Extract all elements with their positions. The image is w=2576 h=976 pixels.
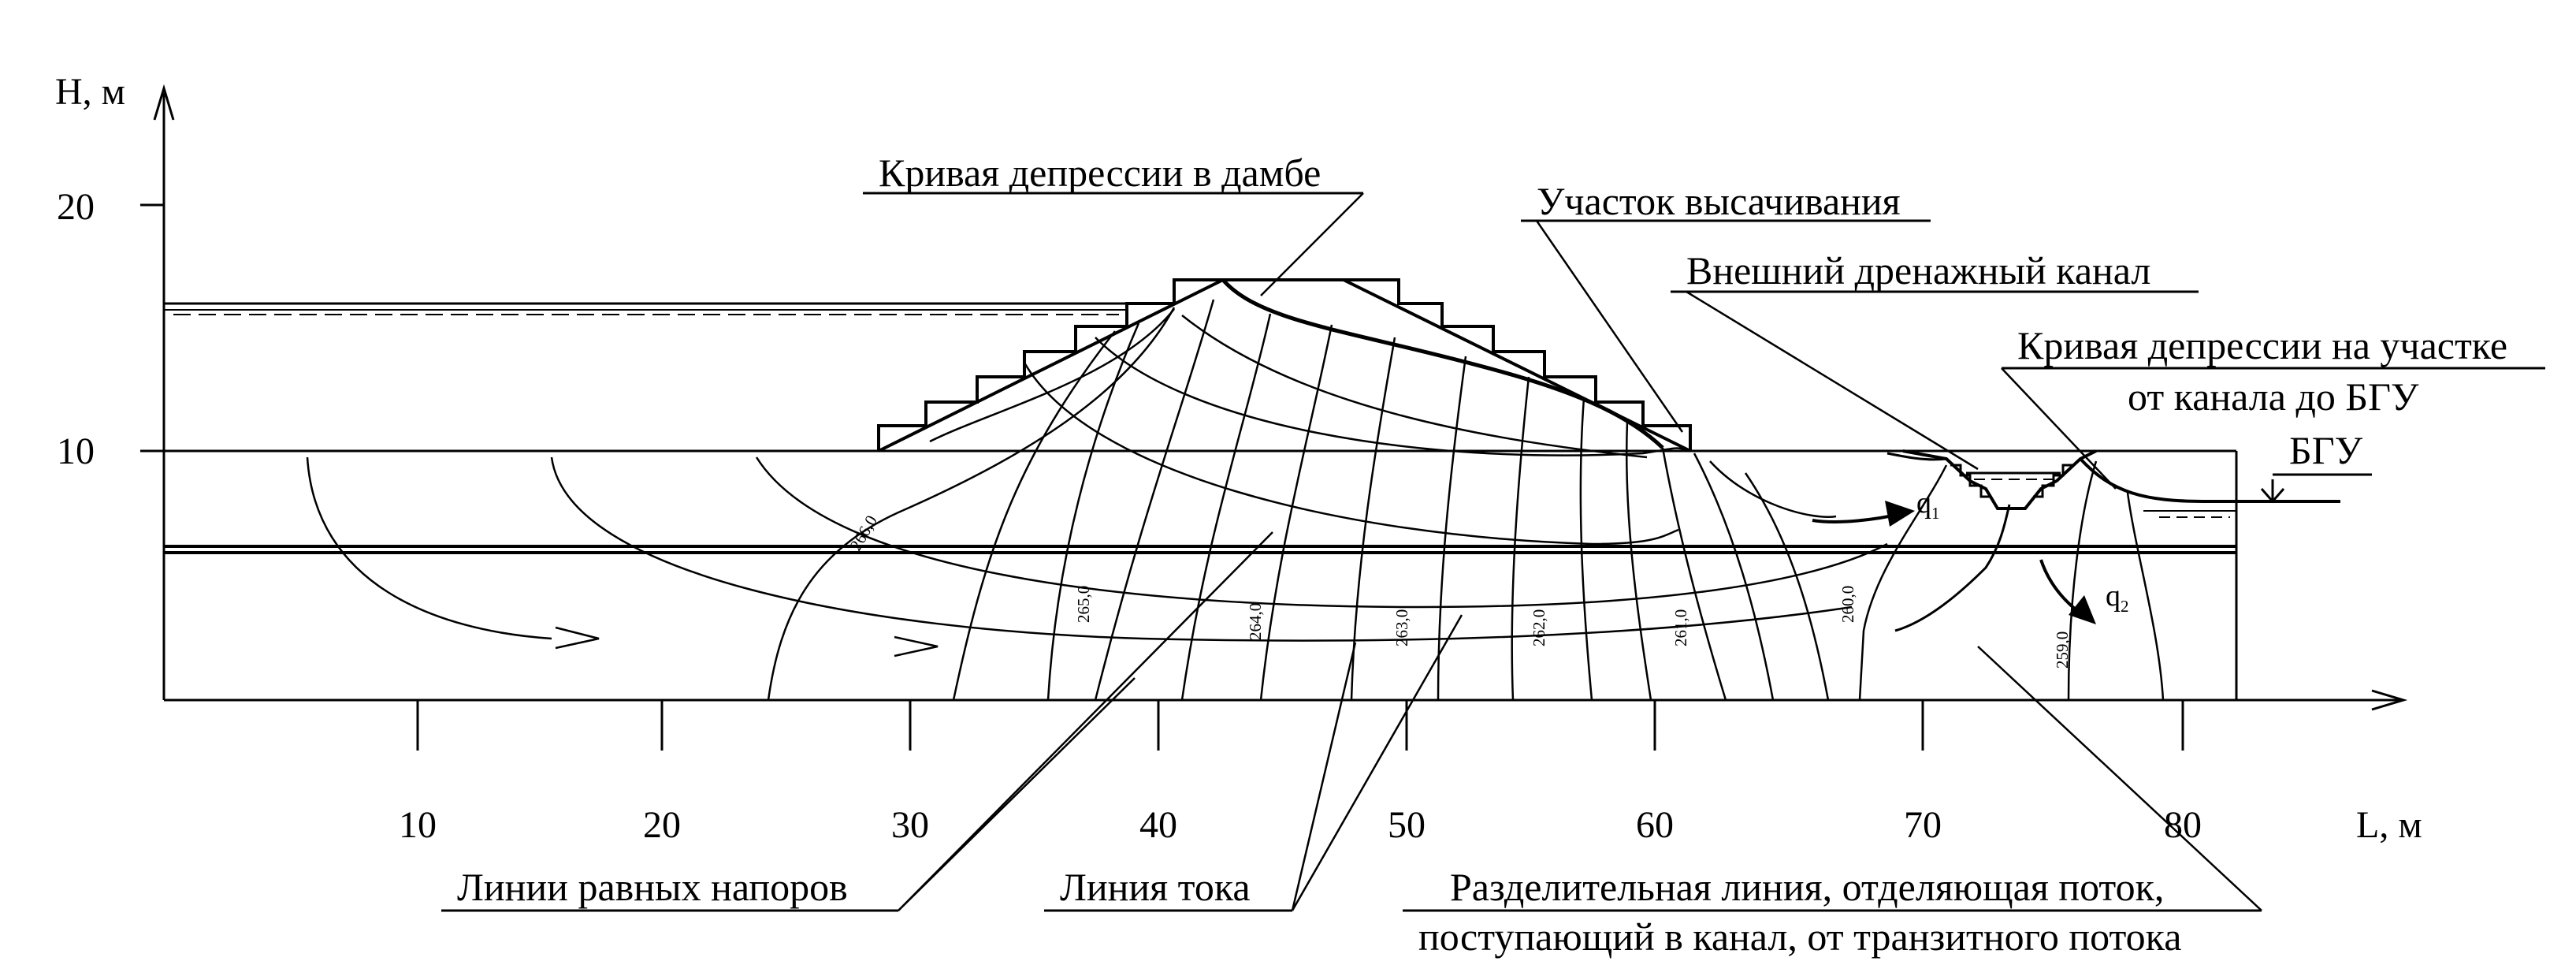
callout-depression-section-2: от канала до БГУ xyxy=(2128,374,2419,419)
x-tick-label: 30 xyxy=(891,804,929,846)
bgu-marker-triangle xyxy=(2260,488,2285,504)
x-tick-label: 70 xyxy=(1904,804,1942,846)
x-axis-arrow xyxy=(2371,689,2408,711)
head-label: 262,0 xyxy=(1530,609,1548,646)
flow-line xyxy=(306,456,552,640)
equal-head-lines xyxy=(767,299,2165,701)
canal-steps xyxy=(1950,464,1991,498)
equipotential-line xyxy=(1858,464,1948,701)
head-label: 264,0 xyxy=(1246,603,1265,640)
axes: H, м 20 10 L, м 10 20 30 40 50 60 70 80 xyxy=(55,71,2422,846)
equipotential-line xyxy=(1180,313,1272,701)
drainage-canal xyxy=(1886,449,2372,518)
y-axis-arrow xyxy=(153,84,175,121)
callout-leader xyxy=(898,677,1136,911)
canal-left-bank xyxy=(1886,452,1947,461)
equipotential-line xyxy=(1511,376,1530,701)
equipotential-line xyxy=(952,330,1116,701)
equipotential-line xyxy=(767,307,1176,701)
head-label: 260,0 xyxy=(1838,586,1857,623)
callout-drainage-canal: Внешний дренажный канал xyxy=(1686,248,2150,292)
callout-leader xyxy=(1535,220,1684,433)
y-axis-label: H, м xyxy=(55,71,125,113)
callout-dividing-line-1: Разделительная линия, отделяющая поток, xyxy=(1450,865,2164,909)
callout-bgu: БГУ xyxy=(2289,428,2363,472)
equipotential-line xyxy=(929,308,1175,443)
callout-leader xyxy=(1291,642,1357,911)
domain xyxy=(164,302,2238,700)
callouts: Кривая депрессии в дамбе Участок высачив… xyxy=(441,151,2545,959)
callout-leader xyxy=(898,531,1273,911)
equipotential-line xyxy=(2067,460,2098,701)
x-tick-label: 20 xyxy=(643,804,681,846)
flux-q2-label: q2 xyxy=(2106,579,2129,616)
equipotential-line xyxy=(1693,453,1775,701)
flow-line xyxy=(755,456,1888,609)
equipotential-line xyxy=(1579,397,1593,701)
dam-upstream-slope xyxy=(878,278,1224,453)
callout-leader xyxy=(1260,192,1364,296)
flow-line xyxy=(1709,460,1837,518)
callout-leader xyxy=(1686,290,1979,471)
flow-arrow xyxy=(555,626,600,650)
y-tick-label-10: 10 xyxy=(57,430,95,472)
x-tick-label: 40 xyxy=(1139,804,1177,846)
flow-arrow xyxy=(894,635,939,657)
equipotential-line xyxy=(1350,337,1396,701)
callout-seepage-zone: Участок высачивания xyxy=(1537,179,1901,223)
canal-outline xyxy=(1902,449,2097,510)
equipotential-line xyxy=(2126,492,2165,701)
head-label: 265,0 xyxy=(1074,586,1093,623)
head-label: 261,0 xyxy=(1671,609,1690,646)
x-tick-label: 60 xyxy=(1636,804,1674,846)
callout-equal-head-lines: Линии равных напоров xyxy=(457,865,848,909)
equipotential-line xyxy=(1094,299,1215,701)
callout-depression-section-1: Кривая депрессии на участке xyxy=(2017,323,2507,367)
callout-flow-line: Линия тока xyxy=(1060,865,1251,909)
x-tick-label: 10 xyxy=(399,804,437,846)
y-tick-label-20: 20 xyxy=(57,186,95,228)
dividing-line xyxy=(1894,504,2011,632)
callout-dividing-line-2: поступающий в канал, от транзитного пото… xyxy=(1418,915,2181,959)
dam xyxy=(877,278,1692,453)
equipotential-line xyxy=(1046,322,1140,701)
flow-line xyxy=(1023,362,1679,546)
depression-curve-dam xyxy=(1221,278,1664,449)
dam-downstream-slope xyxy=(1343,278,1691,453)
head-label: 263,0 xyxy=(1392,609,1411,646)
canal-steps xyxy=(2033,464,2074,498)
equipotential-line xyxy=(1661,447,1727,701)
callout-depression-dam: Кривая депрессии в дамбе xyxy=(879,151,1321,195)
flux-arrowhead-q1 xyxy=(1885,501,1915,527)
callout-leader xyxy=(1977,646,2262,911)
head-label: 259,0 xyxy=(2053,631,2072,669)
flux-q1-label: q1 xyxy=(1916,486,1940,523)
x-tick-label: 50 xyxy=(1388,804,1426,846)
flux-labels: q1 q2 xyxy=(1916,486,2129,616)
x-axis-label: L, м xyxy=(2356,804,2422,846)
callout-leader xyxy=(1291,614,1463,911)
callout-leader xyxy=(2001,367,2117,490)
flux-arrowhead-q2 xyxy=(2069,595,2096,624)
equipotential-line xyxy=(1625,421,1652,701)
equipotential-line xyxy=(1744,472,1830,701)
equipotential-line xyxy=(1259,324,1333,701)
flow-line xyxy=(550,456,1853,642)
